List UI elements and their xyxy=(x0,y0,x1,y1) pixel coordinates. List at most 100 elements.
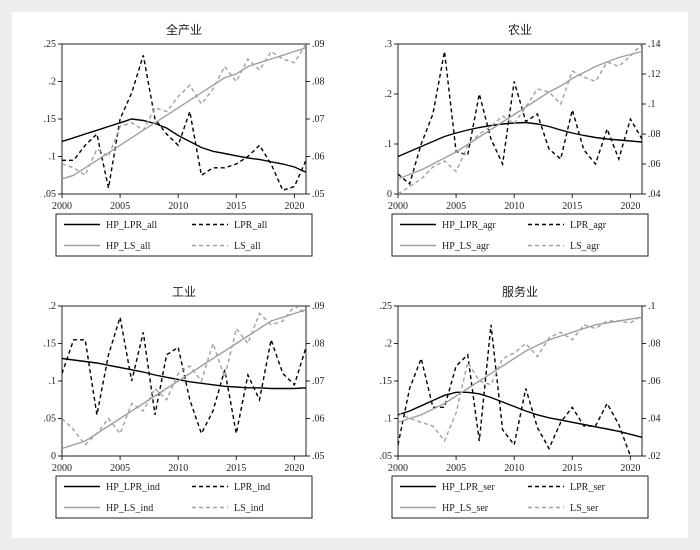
panel-services: 服务业 2000 2005 2010 2015 2020 .05 .1 .15 .2 .25 .02.… xyxy=(358,280,678,528)
y-left-tick-label: .1 xyxy=(49,376,57,387)
panel-industry: 工业 2000 2005 2010 2015 2020 0 .05 .1 .15 .2 .05 .06.… xyxy=(22,280,342,528)
y-left-tick-label: .2 xyxy=(385,89,393,100)
y-left-tick-label: .05 xyxy=(44,414,57,425)
legend-label: LS_agr xyxy=(570,241,600,252)
y-left-tick-label: .2 xyxy=(49,77,57,88)
x-tick-label: 2000 xyxy=(52,201,72,212)
y-right-tick-label: .06 xyxy=(648,159,661,170)
x-tick-label: 2010 xyxy=(504,463,524,474)
x-tick-label: 2015 xyxy=(226,201,246,212)
legend-box xyxy=(392,476,648,518)
y-left-tick-label: .15 xyxy=(380,376,393,387)
y-left-tick-label: .1 xyxy=(385,139,393,150)
figure-panel-container: 全产业 2000 2005 2010 2015 2020 .05 .1 .15 .2 .25 .05.… xyxy=(12,12,688,538)
y-right-tick-label: .09 xyxy=(312,301,325,312)
legend-label: HP_LS_ser xyxy=(442,503,489,514)
legend-label: LPR_all xyxy=(234,220,268,231)
x-tick-label: 2005 xyxy=(110,463,130,474)
panel-title: 全产业 xyxy=(166,22,202,37)
y-right-tick-label: .07 xyxy=(312,376,325,387)
y-left-tick-label: .3 xyxy=(385,39,393,50)
legend-label: LS_ser xyxy=(570,503,599,514)
x-tick-label: 2005 xyxy=(446,201,466,212)
y-left-tick-label: .05 xyxy=(380,451,393,462)
x-tick-label: 2000 xyxy=(388,201,408,212)
y-right-tick-label: .1 xyxy=(648,99,656,110)
y-left-tick-label: 0 xyxy=(387,189,392,200)
legend-label: LS_all xyxy=(234,241,261,252)
panel-title: 工业 xyxy=(172,285,196,299)
y-left-tick-label: .2 xyxy=(385,339,393,350)
y-left-tick-label: .25 xyxy=(380,301,393,312)
x-tick-label: 2000 xyxy=(388,463,408,474)
series-lpr xyxy=(398,52,642,185)
x-tick-label: 2000 xyxy=(52,463,72,474)
y-right-tick-label: .06 xyxy=(648,376,661,387)
legend-label: HP_LS_ind xyxy=(106,503,153,514)
panel-title: 农业 xyxy=(508,23,532,37)
x-tick-label: 2005 xyxy=(446,463,466,474)
y-right-tick-label: .08 xyxy=(648,129,661,140)
y-right-tick-label: .1 xyxy=(648,301,656,312)
x-tick-label: 2015 xyxy=(226,463,246,474)
y-right-tick-label: .05 xyxy=(312,189,325,200)
y-right-tick-label: .14 xyxy=(648,39,661,50)
y-right-tick-label: .05 xyxy=(312,451,325,462)
panel-agriculture: 农业 2000 2005 2010 2015 2020 0 .1 .2 .3 .04 .06 .08 .1… xyxy=(358,18,678,266)
plot-border xyxy=(398,44,642,194)
series-ls xyxy=(62,44,306,175)
x-tick-label: 2020 xyxy=(284,201,304,212)
x-tick-label: 2015 xyxy=(562,201,582,212)
series-ls xyxy=(398,315,642,441)
series-hp_lpr xyxy=(62,359,306,389)
series-ls xyxy=(398,44,642,194)
y-left-tick-label: .2 xyxy=(49,301,57,312)
y-right-tick-label: .08 xyxy=(312,77,325,88)
y-right-tick-label: .02 xyxy=(648,451,661,462)
series-hp_lpr xyxy=(398,123,642,157)
y-left-tick-label: .25 xyxy=(44,39,57,50)
panel-all-industries: 全产业20002005201020152020.05.1.15.2.25.05.… xyxy=(22,18,342,266)
legend-label: HP_LS_all xyxy=(106,241,151,252)
x-tick-label: 2010 xyxy=(168,463,188,474)
y-right-tick-label: .09 xyxy=(312,39,325,50)
series-hp_ls xyxy=(62,48,306,179)
y-left-tick-label: 0 xyxy=(51,451,56,462)
series-lpr xyxy=(62,317,306,433)
legend-label: HP_LPR_ind xyxy=(106,482,160,493)
legend-label: LPR_agr xyxy=(570,220,607,231)
x-tick-label: 2010 xyxy=(504,201,524,212)
legend-label: LS_ind xyxy=(234,503,263,514)
y-left-tick-label: .1 xyxy=(49,152,57,163)
series-hp_ls xyxy=(62,310,306,449)
y-right-tick-label: .06 xyxy=(312,152,325,163)
y-right-tick-label: .07 xyxy=(312,114,325,125)
y-right-tick-label: .04 xyxy=(648,414,661,425)
y-left-tick-label: .1 xyxy=(385,414,393,425)
legend-box xyxy=(56,214,312,256)
y-right-tick-label: .04 xyxy=(648,189,661,200)
y-right-tick-label: .06 xyxy=(312,414,325,425)
x-tick-label: 2005 xyxy=(110,201,130,212)
x-tick-label: 2015 xyxy=(562,463,582,474)
legend-label: HP_LPR_agr xyxy=(442,220,497,231)
y-right-tick-label: .08 xyxy=(648,339,661,350)
series-lpr xyxy=(398,325,642,460)
y-left-tick-label: .05 xyxy=(44,189,57,200)
y-right-tick-label: .12 xyxy=(648,69,661,80)
x-tick-label: 2010 xyxy=(168,201,188,212)
plot-border xyxy=(62,44,306,194)
plot-border xyxy=(398,306,642,456)
x-tick-label: 2020 xyxy=(620,201,640,212)
legend-label: LPR_ind xyxy=(234,482,270,493)
legend-label: HP_LPR_all xyxy=(106,220,157,231)
legend-label: HP_LPR_ser xyxy=(442,482,495,493)
legend-label: LPR_ser xyxy=(570,482,606,493)
x-tick-label: 2020 xyxy=(284,463,304,474)
y-right-tick-label: .08 xyxy=(312,339,325,350)
panel-title: 服务业 xyxy=(502,284,538,299)
legend-label: HP_LS_agr xyxy=(442,241,490,252)
series-lpr xyxy=(62,55,306,190)
x-tick-label: 2020 xyxy=(620,463,640,474)
y-left-tick-label: .15 xyxy=(44,339,57,350)
